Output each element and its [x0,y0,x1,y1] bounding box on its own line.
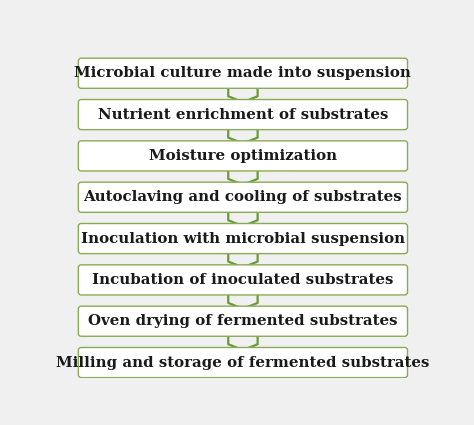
Text: Nutrient enrichment of substrates: Nutrient enrichment of substrates [98,108,388,122]
FancyBboxPatch shape [78,141,408,171]
Text: Autoclaving and cooling of substrates: Autoclaving and cooling of substrates [83,190,402,204]
Text: Moisture optimization: Moisture optimization [149,149,337,163]
Text: Inoculation with microbial suspension: Inoculation with microbial suspension [81,232,405,246]
FancyBboxPatch shape [78,348,408,377]
FancyBboxPatch shape [78,58,408,88]
FancyBboxPatch shape [78,224,408,254]
Text: Microbial culture made into suspension: Microbial culture made into suspension [74,66,411,80]
FancyBboxPatch shape [78,306,408,336]
Text: Oven drying of fermented substrates: Oven drying of fermented substrates [88,314,398,328]
FancyBboxPatch shape [78,182,408,212]
Text: Milling and storage of fermented substrates: Milling and storage of fermented substra… [56,356,429,370]
FancyBboxPatch shape [78,99,408,130]
FancyBboxPatch shape [78,265,408,295]
Text: Incubation of inoculated substrates: Incubation of inoculated substrates [92,273,393,287]
